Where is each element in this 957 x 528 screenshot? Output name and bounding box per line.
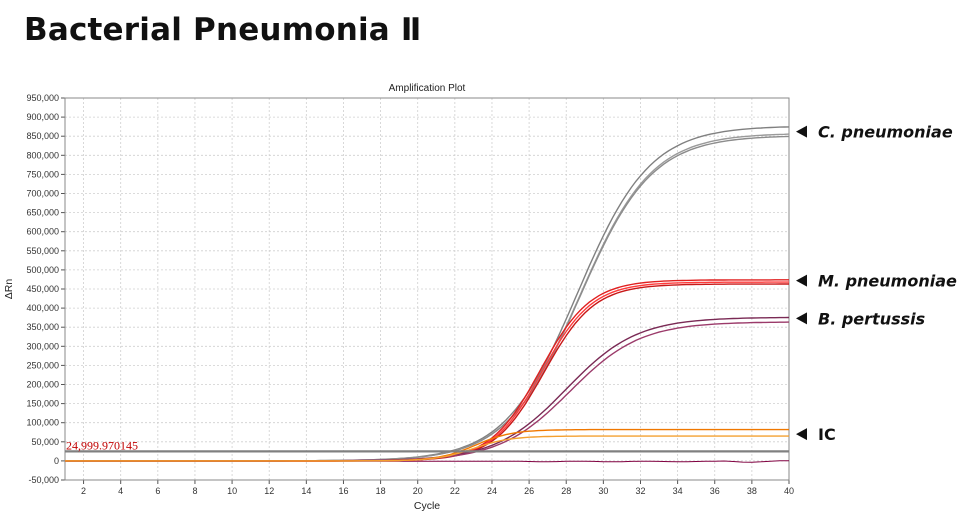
x-tick-label: 22 bbox=[450, 486, 460, 496]
y-tick-label: 700,000 bbox=[26, 189, 59, 199]
y-tick-label: 750,000 bbox=[26, 169, 59, 179]
x-tick-label: 4 bbox=[118, 486, 123, 496]
threshold-label: 24,999.970145 bbox=[66, 438, 138, 452]
y-tick-label: -50,000 bbox=[28, 475, 59, 485]
y-tick-label: 350,000 bbox=[26, 322, 59, 332]
x-tick-label: 32 bbox=[635, 486, 645, 496]
x-tick-label: 34 bbox=[673, 486, 683, 496]
y-tick-label: 100,000 bbox=[26, 418, 59, 428]
x-tick-label: 12 bbox=[264, 486, 274, 496]
y-tick-label: 0 bbox=[54, 456, 59, 466]
y-tick-label: 500,000 bbox=[26, 265, 59, 275]
arrow-icon bbox=[796, 428, 807, 441]
y-axis-title: ΔRn bbox=[3, 279, 15, 300]
x-tick-label: 14 bbox=[301, 486, 311, 496]
page-title: Bacterial Pneumonia Ⅱ bbox=[24, 12, 422, 48]
x-tick-label: 6 bbox=[155, 486, 160, 496]
x-tick-label: 10 bbox=[227, 486, 237, 496]
y-tick-label: 650,000 bbox=[26, 208, 59, 218]
annotation-text: IC bbox=[818, 425, 836, 444]
arrow-icon bbox=[796, 312, 807, 325]
x-tick-label: 28 bbox=[561, 486, 571, 496]
arrow-icon bbox=[796, 125, 807, 138]
y-tick-label: 850,000 bbox=[26, 131, 59, 141]
x-tick-label: 38 bbox=[747, 486, 757, 496]
y-tick-label: 600,000 bbox=[26, 227, 59, 237]
x-tick-label: 40 bbox=[784, 486, 794, 496]
annotation-label: C. pneumoniae bbox=[796, 123, 953, 142]
annotation-label: B. pertussis bbox=[796, 309, 925, 328]
x-tick-label: 8 bbox=[192, 486, 197, 496]
y-tick-label: 300,000 bbox=[26, 341, 59, 351]
y-tick-label: 800,000 bbox=[26, 150, 59, 160]
y-tick-label: 400,000 bbox=[26, 303, 59, 313]
annotation-label: M. pneumoniae bbox=[796, 272, 957, 291]
annotation-text: B. pertussis bbox=[818, 309, 925, 328]
y-tick-label: 450,000 bbox=[26, 284, 59, 294]
y-tick-label: 950,000 bbox=[26, 93, 59, 103]
x-tick-label: 36 bbox=[710, 486, 720, 496]
arrow-icon bbox=[796, 274, 807, 287]
annotation-text: M. pneumoniae bbox=[818, 272, 957, 291]
x-tick-label: 16 bbox=[338, 486, 348, 496]
annotation-label: IC bbox=[796, 425, 836, 444]
x-tick-label: 26 bbox=[524, 486, 534, 496]
y-tick-label: 150,000 bbox=[26, 399, 59, 409]
x-tick-label: 30 bbox=[598, 486, 608, 496]
y-tick-label: 200,000 bbox=[26, 380, 59, 390]
annotation-text: C. pneumoniae bbox=[818, 123, 953, 142]
x-tick-label: 18 bbox=[376, 486, 386, 496]
y-tick-label: 900,000 bbox=[26, 112, 59, 122]
y-tick-label: 250,000 bbox=[26, 360, 59, 370]
x-tick-label: 2 bbox=[81, 486, 86, 496]
x-tick-label: 20 bbox=[413, 486, 423, 496]
x-axis-title: Cycle bbox=[414, 500, 440, 512]
series-line bbox=[65, 435, 789, 462]
y-tick-label: 550,000 bbox=[26, 246, 59, 256]
x-tick-label: 24 bbox=[487, 486, 497, 496]
plot-title: Amplification Plot bbox=[389, 83, 466, 94]
y-tick-label: 50,000 bbox=[31, 437, 59, 447]
plot-frame bbox=[64, 97, 790, 481]
